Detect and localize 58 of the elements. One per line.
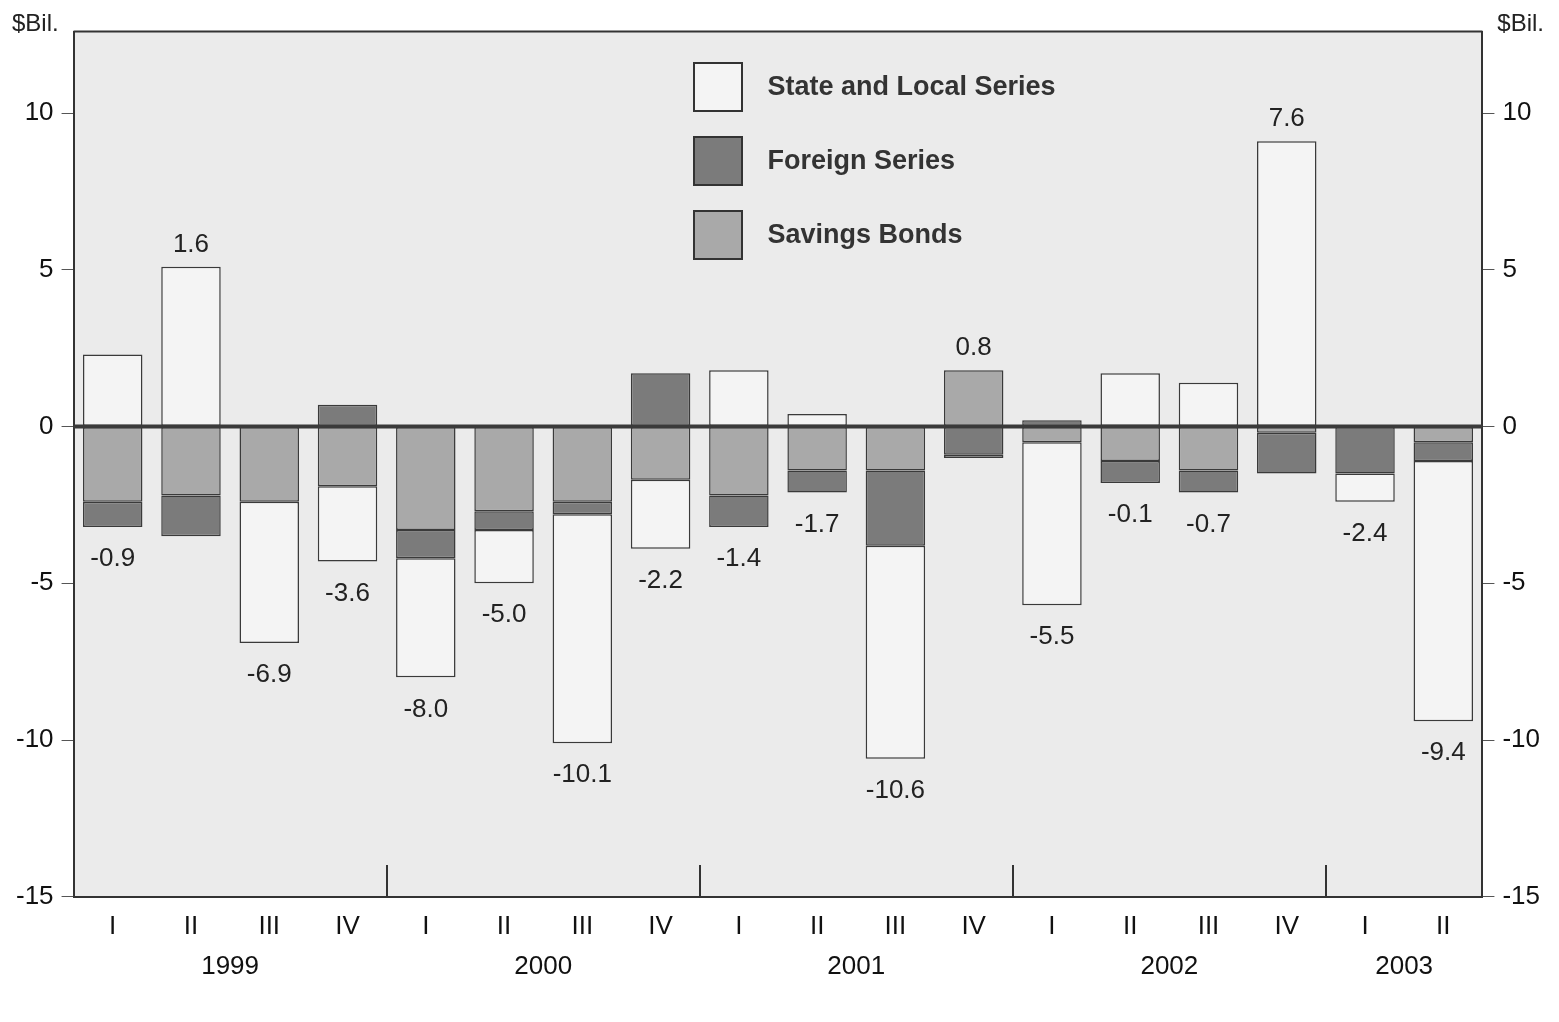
legend-label: Savings Bonds — [767, 219, 963, 251]
x-tick-label: I — [109, 909, 117, 940]
x-tick-label: I — [735, 909, 743, 940]
total-label: -10.6 — [865, 774, 926, 805]
total-label: -0.9 — [90, 542, 136, 573]
total-label: -5.5 — [1029, 620, 1075, 651]
x-tick-label: I — [1048, 909, 1056, 940]
total-label: 7.6 — [1268, 102, 1305, 133]
total-label: -2.4 — [1342, 516, 1388, 547]
y2-tick-label: 0 — [1502, 409, 1517, 440]
total-label: -1.4 — [716, 542, 762, 573]
x-tick-label: II — [1122, 909, 1138, 940]
x-tick-label: I — [1361, 909, 1369, 940]
total-label: -1.7 — [794, 507, 840, 538]
y2-axis-title: $Bil. — [1497, 8, 1544, 36]
total-label: -3.6 — [325, 576, 370, 607]
y2-tick-label: 5 — [1502, 253, 1517, 284]
legend-label: State and Local Series — [767, 71, 1056, 103]
x-tick-label: I — [422, 909, 430, 940]
x-tick-label: IV — [648, 909, 674, 940]
y2-tick-label: -5 — [1502, 566, 1526, 597]
x-tick-label: IV — [335, 909, 361, 940]
x-tick-label: II — [809, 909, 825, 940]
x-tick-label: III — [571, 909, 594, 940]
y-tick-label: 0 — [39, 409, 54, 440]
total-label: 0.8 — [955, 331, 992, 362]
total-label: -2.2 — [638, 564, 683, 595]
total-label: -8.0 — [403, 692, 449, 723]
y-tick-label: 10 — [24, 96, 54, 127]
total-label: -9.4 — [1420, 736, 1466, 767]
text: 2001 — [827, 949, 886, 980]
x-tick-label: IV — [1274, 909, 1300, 940]
x-tick-label: II — [183, 909, 199, 940]
y2-tick-label: 10 — [1502, 96, 1532, 127]
x-tick-label: II — [496, 909, 512, 940]
y2-tick-label: -10 — [1502, 723, 1540, 754]
total-label: -0.7 — [1186, 507, 1231, 538]
y2-tick-label: -15 — [1502, 879, 1540, 910]
total-label: -5.0 — [481, 598, 527, 629]
text: 2003 — [1375, 949, 1434, 980]
text: 2000 — [514, 949, 573, 980]
x-tick-label: II — [1436, 909, 1451, 940]
y-tick-label: -5 — [30, 566, 54, 597]
legend-label: Foreign Series — [767, 145, 956, 177]
total-label: -10.1 — [552, 758, 612, 789]
y-axis-title: $Bil. — [12, 8, 59, 36]
total-label: 1.6 — [172, 227, 210, 258]
x-tick-label: III — [1197, 909, 1220, 940]
text: 1999 — [201, 949, 260, 980]
x-tick-label: III — [258, 909, 281, 940]
total-label: -0.1 — [1107, 498, 1153, 529]
x-tick-label: IV — [961, 909, 987, 940]
y-tick-label: 5 — [39, 253, 54, 284]
total-label: -6.9 — [246, 658, 292, 689]
y-tick-label: -15 — [16, 879, 54, 910]
x-tick-label: III — [884, 909, 907, 940]
text: 2002 — [1140, 949, 1199, 980]
y-tick-label: -10 — [16, 723, 54, 754]
